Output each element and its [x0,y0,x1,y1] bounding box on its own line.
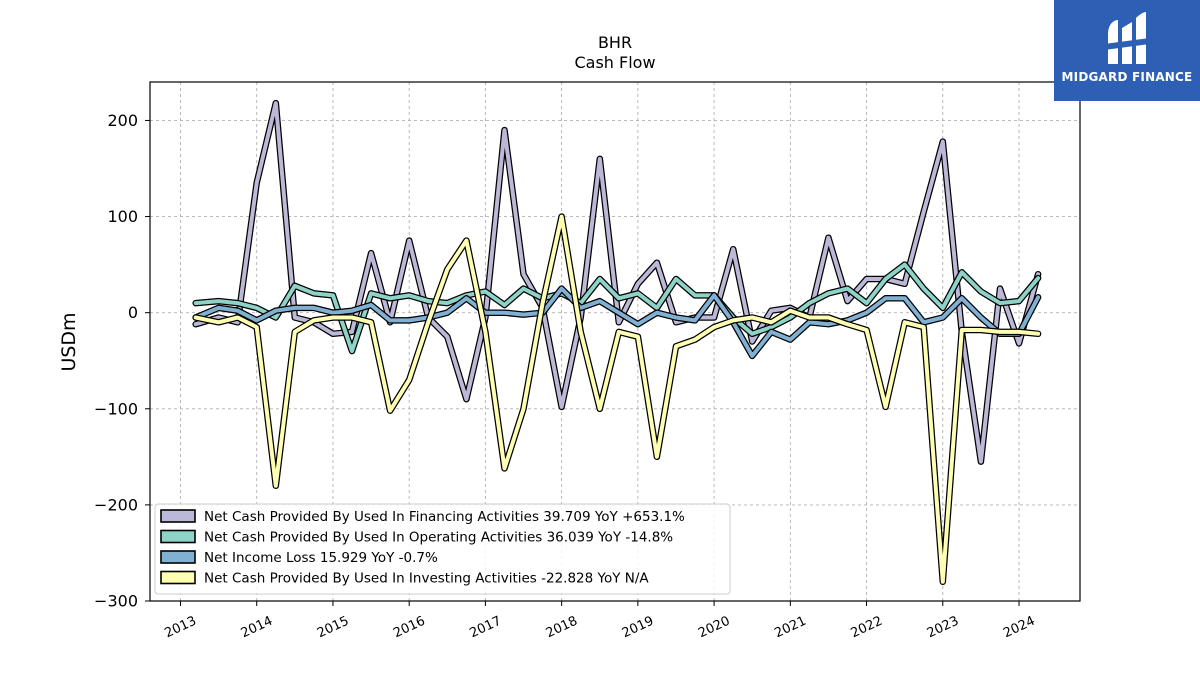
y-tick-label: 100 [107,207,138,226]
legend: Net Cash Provided By Used In Financing A… [154,503,731,595]
x-tick-label: 2023 [925,614,961,642]
chart-title: BHR [598,33,632,52]
brand-name: MIDGARD FINANCE [1061,70,1193,84]
legend-swatch-3 [160,570,196,585]
legend-entry-2: Net Income Loss 15.929 YoY -0.7% [204,550,438,566]
y-tick-label: 0 [128,303,138,322]
x-tick-label: 2013 [163,614,199,642]
y-tick-label: 200 [107,111,138,130]
series-line-3 [193,214,1041,584]
legend-box [154,503,731,595]
x-tick-label: 2021 [772,614,808,642]
y-tick-label: −100 [94,399,138,418]
y-axis-label: USDm [58,312,80,371]
y-tick-label: −300 [94,592,138,611]
x-tick-label: 2022 [849,614,885,642]
series-outline-0 [192,99,1042,465]
legend-entry-1: Net Cash Provided By Used In Operating A… [204,530,673,546]
legend-swatch-2 [160,550,196,564]
x-tick-label: 2024 [1001,614,1037,642]
series-line-0 [193,101,1041,464]
x-tick-label: 2014 [239,614,275,642]
y-tick-label: −200 [94,495,138,514]
brand-logo: MIDGARD FINANCE [1054,0,1200,101]
x-tick-label: 2017 [467,614,503,642]
x-tick-label: 2018 [544,614,580,642]
x-tick-label: 2015 [315,614,351,642]
midgard-logo-icon [1104,12,1150,64]
x-tick-label: 2019 [620,614,656,642]
x-tick-label: 2016 [391,614,427,642]
legend-swatch-0 [160,509,196,523]
plot-frame [149,81,1081,602]
legend-entry-0: Net Cash Provided By Used In Financing A… [204,509,685,525]
legend-swatch-1 [160,529,196,544]
series-layer [192,99,1042,586]
chart-subtitle: Cash Flow [574,53,655,72]
x-tick-label: 2020 [696,614,732,642]
series-line-2 [193,286,1041,358]
legend-entry-3: Net Cash Provided By Used In Investing A… [204,571,649,587]
